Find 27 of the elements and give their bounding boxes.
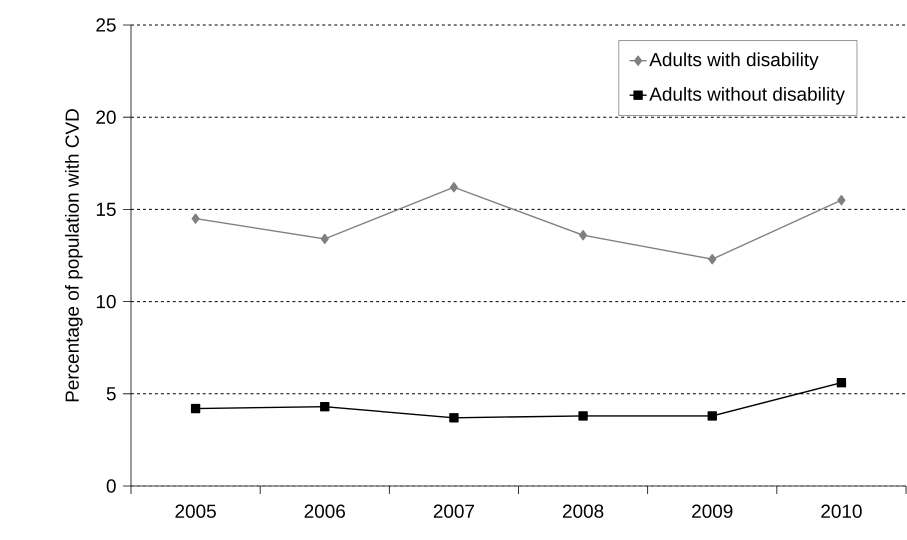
y-tick-label: 10 [96,294,116,308]
x-tick-label: 2007 [434,504,474,518]
point [837,194,846,206]
point [579,230,588,240]
point [449,413,459,422]
y-tick-label: 0 [106,479,116,493]
legend-label: Adults without disability [649,86,845,105]
point [708,411,717,421]
legend-label: Adults with disability [649,52,819,70]
x-tick-label: 2005 [175,504,216,518]
point [320,234,329,244]
x-tick-label: 2009 [692,504,732,518]
point [320,402,330,412]
point [578,411,588,421]
x-tick-label: 2010 [821,504,862,518]
x-tick-label: 2006 [304,504,345,518]
y-tick-label: 25 [96,18,116,32]
y-tick-label: 20 [96,110,116,124]
point [836,378,846,388]
y-tick-label: 5 [106,387,116,400]
y-axis-title: Percentage of population with CVD [64,109,83,402]
x-tick-label: 2008 [562,504,604,518]
point [190,404,200,414]
point [708,254,716,264]
y-tick-label: 15 [96,202,116,216]
point [450,182,458,192]
point [192,213,200,224]
